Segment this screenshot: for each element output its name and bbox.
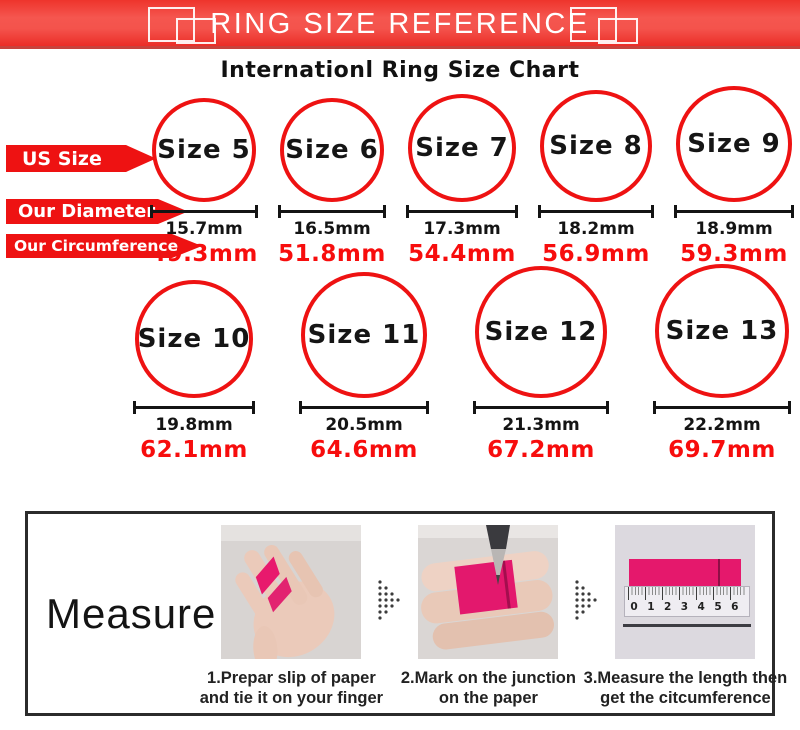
- ring-item-size10: Size 10 19.8mm 62.1mm: [133, 280, 255, 463]
- dotted-arrow-icon: [378, 580, 401, 620]
- ring-circle: Size 11: [301, 272, 427, 398]
- step-2-caption: 2.Mark on the junction on the paper: [400, 669, 576, 708]
- ruler-measuring-image: 0 1 2 3 4 5 6: [615, 525, 756, 659]
- banner-title: RING SIZE REFERENCE: [210, 8, 590, 40]
- ring-circle: Size 7: [408, 94, 516, 202]
- diameter-value: 16.5mm: [293, 219, 371, 239]
- circumference-value: 51.8mm: [278, 241, 386, 267]
- ring-size-label: Size 13: [665, 316, 779, 346]
- ring-circle: Size 12: [475, 266, 607, 398]
- ring-size-label: Size 11: [307, 320, 421, 350]
- ring-item-size6: Size 6 16.5mm 51.8mm: [278, 98, 386, 267]
- dotted-arrow-icon: [575, 580, 598, 620]
- diameter-measure-line: [653, 401, 791, 414]
- ring-size-label: Size 9: [687, 129, 781, 159]
- ring-item-size9: Size 9 18.9mm 59.3mm: [674, 86, 794, 267]
- diameter-value: 18.2mm: [557, 219, 635, 239]
- circumference-value: 67.2mm: [487, 437, 595, 463]
- ring-item-size11: Size 11 20.5mm 64.6mm: [299, 272, 429, 463]
- marking-paper-with-pen-image: [418, 525, 559, 659]
- diameter-value: 17.3mm: [423, 219, 501, 239]
- step-1-caption: 1.Prepar slip of paper and tie it on you…: [199, 669, 384, 708]
- measure-title: Measure: [46, 589, 217, 637]
- hand-with-paper-strip-image: [221, 525, 362, 659]
- ring-size-label: Size 8: [549, 131, 643, 161]
- measure-step-1: 1.Prepar slip of paper and tie it on you…: [200, 525, 383, 708]
- square-outline-icon: [148, 7, 195, 42]
- ring-circle: Size 9: [676, 86, 792, 202]
- diameter-value: 19.8mm: [155, 415, 233, 435]
- diameter-label: Our Diameter: [18, 201, 156, 222]
- ring-size-chart: US Size Our Diameter Our Circumference S…: [0, 85, 800, 467]
- header-banner: RING SIZE REFERENCE: [0, 0, 800, 49]
- measure-steps: 1.Prepar slip of paper and tie it on you…: [200, 514, 787, 708]
- diameter-measure-line: [133, 401, 255, 414]
- ring-size-label: Size 10: [137, 324, 251, 354]
- circumference-value: 62.1mm: [140, 437, 248, 463]
- square-outline-icon: [570, 7, 617, 42]
- ring-circle: Size 13: [655, 264, 789, 398]
- circumference-value: 59.3mm: [680, 241, 788, 267]
- diameter-value: 22.2mm: [683, 415, 761, 435]
- ring-circle: Size 6: [280, 98, 384, 202]
- diameter-measure-line: [538, 205, 654, 218]
- overlap-squares-icon: [148, 5, 220, 47]
- measure-instructions-box: Measure: [25, 511, 787, 716]
- circumference-value: 69.7mm: [668, 437, 776, 463]
- ring-item-size8: Size 8 18.2mm 56.9mm: [538, 90, 654, 267]
- diameter-measure-line: [278, 205, 386, 218]
- ring-size-label: Size 7: [415, 133, 509, 163]
- circumference-label: Our Circumference: [14, 237, 179, 255]
- circumference-label-arrow: Our Circumference: [6, 234, 202, 258]
- diameter-value: 20.5mm: [325, 415, 403, 435]
- ring-row-2: Size 10 19.8mm 62.1mm Size 11 20.5mm 64.…: [0, 264, 800, 463]
- diameter-measure-line: [473, 401, 609, 414]
- diameter-value: 18.9mm: [695, 219, 773, 239]
- ring-item-size5: Size 5 15.7mm 49.3mm: [150, 98, 258, 267]
- ruler-numbers: 0 1 2 3 4 5 6: [630, 601, 739, 613]
- circumference-value: 54.4mm: [408, 241, 516, 267]
- measure-step-2: 2.Mark on the junction on the paper: [401, 525, 576, 708]
- us-size-label-arrow: US Size: [6, 145, 156, 172]
- square-outline-icon: [176, 18, 216, 44]
- ring-item-size13: Size 13 22.2mm 69.7mm: [653, 264, 791, 463]
- ring-circle: Size 8: [540, 90, 652, 202]
- ring-circle: Size 10: [135, 280, 253, 398]
- ring-size-label: Size 12: [484, 317, 598, 347]
- ring-row-1: Size 5 15.7mm 49.3mm Size 6 16.5mm 51.8m…: [0, 85, 800, 267]
- diameter-measure-line: [299, 401, 429, 414]
- ruler-ticks: [628, 587, 747, 600]
- square-outline-icon: [598, 18, 638, 44]
- ruler-edge: [623, 624, 752, 627]
- ruler: 0 1 2 3 4 5 6: [624, 586, 751, 617]
- measure-step-3: 0 1 2 3 4 5 6 3.Measure the length then …: [584, 525, 787, 708]
- circumference-value: 64.6mm: [310, 437, 418, 463]
- us-size-label: US Size: [22, 147, 102, 170]
- diameter-measure-line: [406, 205, 518, 218]
- diameter-measure-line: [674, 205, 794, 218]
- step-3-caption: 3.Measure the length then get the citcum…: [583, 669, 788, 708]
- ring-size-label: Size 5: [157, 135, 251, 165]
- ring-size-label: Size 6: [285, 135, 379, 165]
- overlap-squares-icon: [570, 5, 642, 47]
- circumference-value: 56.9mm: [542, 241, 650, 267]
- diameter-value: 15.7mm: [165, 219, 243, 239]
- diameter-measure-line: [150, 205, 258, 218]
- ring-circle: Size 5: [152, 98, 256, 202]
- ring-item-size7: Size 7 17.3mm 54.4mm: [406, 94, 518, 267]
- paper-strip: [629, 559, 742, 586]
- diameter-value: 21.3mm: [502, 415, 580, 435]
- ring-item-size12: Size 12 21.3mm 67.2mm: [473, 266, 609, 463]
- chart-subtitle: Internationl Ring Size Chart: [220, 58, 580, 83]
